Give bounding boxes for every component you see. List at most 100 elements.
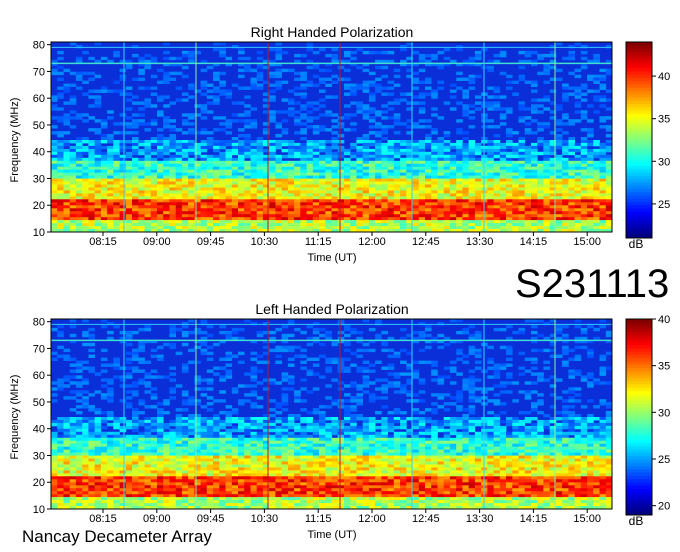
- heat-cell: [568, 372, 575, 376]
- heat-cell: [555, 229, 563, 233]
- heat-cell: [605, 45, 613, 49]
- x-tick-label: 14:15: [520, 236, 548, 248]
- heat-cell: [418, 172, 426, 176]
- heat-cell: [300, 408, 307, 412]
- heat-cell: [169, 125, 176, 129]
- heat-cell: [443, 342, 451, 347]
- heat-cell: [269, 83, 276, 87]
- heat-cell: [163, 137, 170, 141]
- heat-cell: [456, 211, 463, 215]
- heat-cell: [543, 360, 550, 364]
- heat-cell: [219, 226, 226, 230]
- heat-cell: [200, 187, 208, 191]
- heat-cell: [119, 199, 127, 203]
- heat-cell: [300, 187, 307, 191]
- heat-cell: [250, 369, 258, 373]
- heat-cell: [381, 405, 388, 409]
- heat-cell: [163, 220, 170, 224]
- heat-cell: [244, 86, 251, 90]
- heat-cell: [312, 148, 320, 153]
- heat-cell: [362, 140, 370, 144]
- heat-cell: [132, 369, 139, 373]
- heat-cell: [194, 422, 201, 427]
- heat-cell: [400, 169, 407, 174]
- heat-cell: [593, 160, 600, 165]
- heat-cell: [418, 190, 426, 194]
- heat-cell: [300, 172, 307, 176]
- heat-cell: [150, 422, 158, 427]
- heat-cell: [531, 142, 538, 147]
- heat-cell: [194, 50, 201, 55]
- heat-cell: [94, 169, 102, 174]
- heat-cell: [244, 217, 251, 221]
- heat-cell: [262, 428, 270, 433]
- heat-cell: [431, 214, 438, 218]
- heat-cell: [256, 220, 264, 224]
- heat-cell: [69, 157, 77, 162]
- heat-cell: [368, 205, 376, 209]
- heat-cell: [57, 154, 64, 159]
- heat-cell: [200, 142, 208, 147]
- heat-cell: [100, 205, 108, 209]
- colorbar-swatch: [626, 68, 652, 72]
- heat-cell: [456, 175, 463, 179]
- heat-cell: [337, 369, 345, 373]
- heat-cell: [138, 226, 145, 230]
- heat-cell: [219, 83, 226, 87]
- heat-cell: [138, 411, 145, 415]
- heat-cell: [144, 160, 152, 165]
- heat-cell: [144, 339, 152, 344]
- heat-cell: [200, 336, 208, 341]
- heat-cell: [169, 166, 176, 171]
- heat-cell: [531, 104, 538, 108]
- heat-cell: [381, 396, 388, 400]
- heat-cell: [537, 375, 544, 379]
- heat-cell: [456, 339, 463, 344]
- heat-cell: [51, 223, 58, 227]
- heat-cell: [425, 339, 432, 344]
- heat-cell: [449, 163, 457, 168]
- heat-cell: [275, 402, 282, 406]
- heat-cell: [181, 408, 189, 412]
- heat-cell: [138, 101, 145, 105]
- heat-cell: [574, 92, 582, 96]
- heat-cell: [393, 116, 401, 120]
- heat-cell: [449, 223, 457, 227]
- heat-cell: [499, 220, 507, 224]
- heat-cell: [238, 160, 245, 165]
- heat-cell: [555, 422, 563, 427]
- heat-cell: [549, 142, 557, 147]
- heat-cell: [169, 56, 176, 61]
- heat-cell: [449, 145, 457, 150]
- heat-cell: [549, 145, 557, 150]
- heat-cell: [262, 181, 270, 185]
- heat-cell: [82, 190, 89, 194]
- heat-cell: [69, 408, 77, 412]
- heat-cell: [605, 128, 613, 132]
- heat-cell: [593, 77, 600, 81]
- heat-cell: [418, 145, 426, 150]
- heat-cell: [219, 142, 226, 147]
- heat-cell: [269, 157, 276, 162]
- heat-cell: [100, 187, 108, 191]
- colorbar-tick-label: 35: [658, 114, 670, 126]
- heat-cell: [431, 95, 438, 99]
- heat-cell: [119, 425, 127, 430]
- heat-cell: [231, 181, 239, 185]
- heat-cell: [157, 145, 164, 150]
- heat-cell: [393, 408, 401, 412]
- heat-cell: [531, 172, 538, 176]
- heat-cell: [269, 339, 276, 344]
- heat-cell: [150, 354, 158, 358]
- heat-cell: [262, 190, 270, 194]
- heat-cell: [555, 336, 563, 341]
- heat-cell: [51, 327, 58, 332]
- heat-cell: [244, 148, 251, 153]
- heat-cell: [213, 166, 220, 171]
- heat-cell: [231, 119, 239, 123]
- heat-cell: [75, 425, 83, 430]
- heat-cell: [213, 172, 220, 176]
- heat-cell: [449, 83, 457, 87]
- heat-cell: [169, 345, 176, 350]
- heat-cell: [337, 140, 345, 144]
